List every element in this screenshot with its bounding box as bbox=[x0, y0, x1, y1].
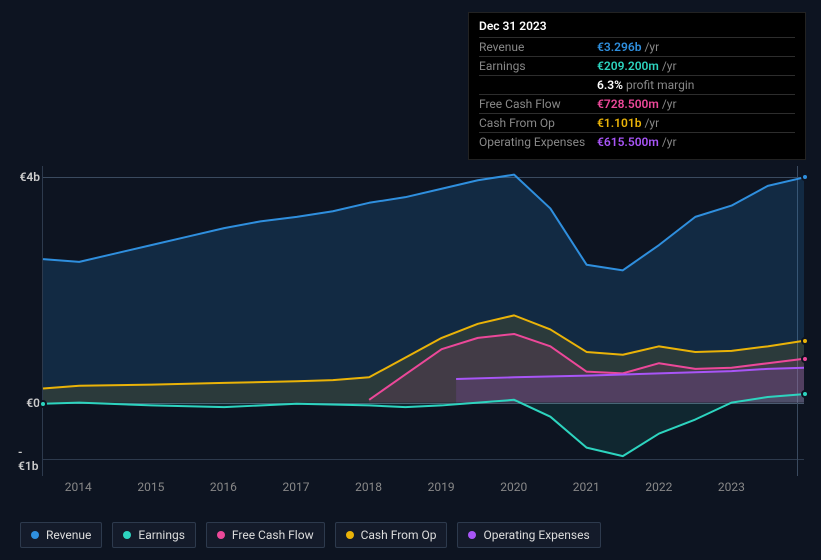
tooltip-row-value: 6.3% bbox=[597, 78, 623, 92]
x-axis-label: 2022 bbox=[645, 480, 672, 494]
tooltip-row-suffix: /yr bbox=[644, 116, 659, 130]
legend-dot-icon bbox=[31, 531, 39, 539]
legend-item-cash_from_op[interactable]: Cash From Op bbox=[335, 522, 448, 548]
data-tooltip: Dec 31 2023 Revenue€3.296b/yrEarnings€20… bbox=[468, 12, 806, 160]
legend-dot-icon bbox=[217, 531, 225, 539]
tooltip-row: Earnings€209.200m/yr bbox=[479, 56, 795, 75]
y-axis-label: €0 bbox=[26, 396, 40, 410]
tooltip-row-suffix: /yr bbox=[662, 97, 677, 111]
legend-dot-icon bbox=[468, 531, 476, 539]
tooltip-row-label: Cash From Op bbox=[479, 116, 597, 130]
tooltip-rows: Revenue€3.296b/yrEarnings€209.200m/yr6.3… bbox=[479, 37, 795, 151]
legend-dot-icon bbox=[123, 531, 131, 539]
plot-svg bbox=[43, 166, 804, 476]
tooltip-row: Revenue€3.296b/yr bbox=[479, 37, 795, 56]
tooltip-row-value: €3.296b bbox=[597, 40, 641, 54]
tooltip-row-label: Earnings bbox=[479, 59, 597, 73]
x-axis-label: 2020 bbox=[500, 480, 527, 494]
tooltip-row: Free Cash Flow€728.500m/yr bbox=[479, 94, 795, 113]
legend-label: Revenue bbox=[46, 528, 91, 542]
tooltip-row-suffix: /yr bbox=[662, 59, 677, 73]
legend-item-free_cash_flow[interactable]: Free Cash Flow bbox=[206, 522, 325, 548]
x-axis-label: 2017 bbox=[283, 480, 310, 494]
series-endpoint-right-revenue bbox=[801, 173, 809, 181]
tooltip-row: Operating Expenses€615.500m/yr bbox=[479, 132, 795, 151]
tooltip-row: 6.3%profit margin bbox=[479, 75, 795, 94]
series-fill-earnings bbox=[43, 394, 804, 456]
legend-label: Cash From Op bbox=[361, 528, 437, 542]
financials-chart: €4b €0 -€1b 2014 2015 2016 2017 2018 2019 2020 20… bbox=[18, 158, 806, 498]
plot-area[interactable] bbox=[42, 166, 804, 476]
legend-dot-icon bbox=[346, 531, 354, 539]
x-axis-label: 2014 bbox=[65, 480, 92, 494]
tooltip-row-suffix: profit margin bbox=[626, 78, 694, 92]
tooltip-row-value: €615.500m bbox=[597, 135, 659, 149]
series-endpoint-right-cash_from_op bbox=[801, 337, 809, 345]
tooltip-row: Cash From Op€1.101b/yr bbox=[479, 113, 795, 132]
tooltip-row-label: Revenue bbox=[479, 40, 597, 54]
tooltip-row-suffix: /yr bbox=[644, 40, 659, 54]
y-axis-label: -€1b bbox=[18, 445, 40, 473]
x-axis-label: 2023 bbox=[718, 480, 745, 494]
legend-item-earnings[interactable]: Earnings bbox=[112, 522, 196, 548]
series-endpoint-right-earnings bbox=[801, 390, 809, 398]
legend-label: Free Cash Flow bbox=[232, 528, 314, 542]
series-endpoint-left-earnings bbox=[39, 400, 47, 408]
x-axis-label: 2018 bbox=[355, 480, 382, 494]
x-axis-label: 2019 bbox=[428, 480, 455, 494]
series-endpoint-right-free_cash_flow bbox=[801, 355, 809, 363]
tooltip-row-label: Free Cash Flow bbox=[479, 97, 597, 111]
chart-legend: Revenue Earnings Free Cash Flow Cash From O… bbox=[20, 522, 601, 548]
tooltip-row-suffix: /yr bbox=[662, 135, 677, 149]
tooltip-date: Dec 31 2023 bbox=[479, 19, 795, 37]
tooltip-row-value: €1.101b bbox=[597, 116, 641, 130]
legend-label: Operating Expenses bbox=[483, 528, 589, 542]
y-axis-label: €4b bbox=[20, 170, 40, 184]
legend-label: Earnings bbox=[138, 528, 185, 542]
tooltip-row-value: €209.200m bbox=[597, 59, 659, 73]
x-axis-label: 2015 bbox=[137, 480, 164, 494]
legend-item-revenue[interactable]: Revenue bbox=[20, 522, 102, 548]
tooltip-row-value: €728.500m bbox=[597, 97, 659, 111]
tooltip-row-label: Operating Expenses bbox=[479, 135, 597, 149]
legend-item-op_exp[interactable]: Operating Expenses bbox=[457, 522, 600, 548]
x-axis-label: 2021 bbox=[573, 480, 600, 494]
x-axis-label: 2016 bbox=[210, 480, 237, 494]
